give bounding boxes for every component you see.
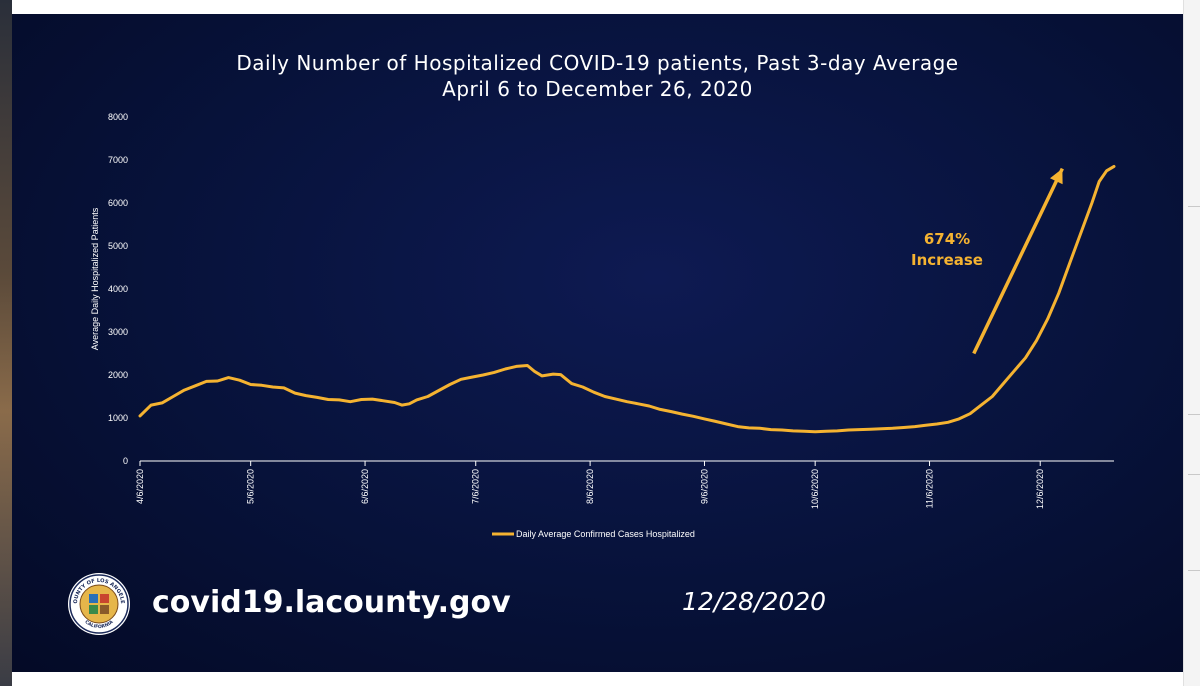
series-group xyxy=(138,164,1116,434)
scrollbar-tick xyxy=(1188,474,1200,475)
legend-label: Daily Average Confirmed Cases Hospitaliz… xyxy=(516,529,695,539)
chart-subtitle: April 6 to December 26, 2020 xyxy=(442,77,753,101)
scrollbar-tick xyxy=(1188,570,1200,571)
y-tick-label: 2000 xyxy=(108,370,128,380)
slide: Daily Number of Hospitalized COVID-19 pa… xyxy=(12,14,1183,672)
x-axis: 4/6/2020 5/6/2020 6/6/2020 7/6/2020 8/6/2020… xyxy=(135,460,1114,509)
y-tick-label: 1000 xyxy=(108,413,128,423)
x-tick-label: 11/6/2020 xyxy=(925,469,935,508)
x-tick-label: 12/6/2020 xyxy=(1035,469,1045,509)
annotation-arrowhead-icon xyxy=(1049,168,1063,185)
series-line-hospitalized xyxy=(138,164,1116,434)
scrollbar-tick xyxy=(1188,206,1200,207)
report-date: 12/28/2020 xyxy=(682,587,827,616)
y-tick-label: 8000 xyxy=(108,112,128,122)
chart-title: Daily Number of Hospitalized COVID-19 pa… xyxy=(236,51,959,75)
x-tick-label: 6/6/2020 xyxy=(360,469,370,504)
y-tick-label: 5000 xyxy=(108,241,128,251)
y-tick-label: 7000 xyxy=(108,155,128,165)
y-tick-label: 4000 xyxy=(108,284,128,294)
x-tick-label: 9/6/2020 xyxy=(699,469,709,504)
annotation-label: Increase xyxy=(911,251,983,269)
y-tick-label: 3000 xyxy=(108,327,128,337)
line-chart: 0 1000 2000 3000 4000 5000 6000 7000 8000 Average… xyxy=(90,112,1116,539)
y-axis: 0 1000 2000 3000 4000 5000 6000 7000 8000 Average… xyxy=(90,112,128,466)
x-tick-label: 4/6/2020 xyxy=(135,469,145,504)
window-scrollbar[interactable] xyxy=(1183,0,1200,686)
county-seal-icon: COUNTY OF LOS ANGELES CALIFORNIA xyxy=(67,572,130,635)
y-axis-label: Average Daily Hospitalized Patients xyxy=(90,207,100,350)
x-tick-label: 5/6/2020 xyxy=(246,469,256,504)
scrollbar-tick xyxy=(1188,414,1200,415)
x-tick-label: 8/6/2020 xyxy=(585,469,595,504)
y-tick-label: 6000 xyxy=(108,198,128,208)
y-tick-label: 0 xyxy=(123,456,128,466)
x-tick-label: 7/6/2020 xyxy=(471,469,481,504)
x-tick-label: 10/6/2020 xyxy=(810,469,820,509)
legend: Daily Average Confirmed Cases Hospitaliz… xyxy=(492,529,695,539)
background-strip-left xyxy=(0,0,12,686)
annotation-percent: 674% xyxy=(924,230,970,248)
annotation-arrow-shaft xyxy=(972,167,1064,355)
website-link[interactable]: covid19.lacounty.gov xyxy=(152,585,511,620)
annotation-group: 674% Increase xyxy=(911,167,1064,355)
